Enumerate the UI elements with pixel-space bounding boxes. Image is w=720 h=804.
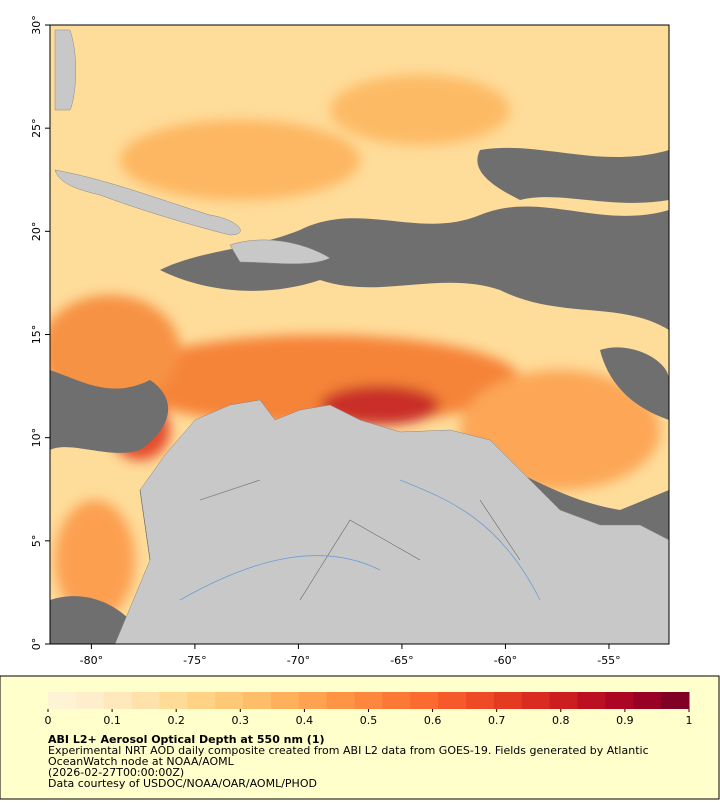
caption-line: Experimental NRT AOD daily composite cre…	[48, 744, 649, 757]
colorbar-cell	[131, 692, 160, 709]
colorbar-cell	[438, 692, 467, 709]
x-tick-label: -55°	[597, 654, 620, 667]
y-tick-label: 10°	[30, 428, 43, 448]
y-tick-label: 20°	[30, 222, 43, 242]
colorbar-cell	[326, 692, 356, 709]
colorbar-tick-label: 0	[45, 714, 52, 727]
caption-line: (2026-02-27T00:00:00Z)	[48, 766, 184, 779]
colorbar-cell	[493, 692, 523, 709]
x-tick-label: -65°	[390, 654, 413, 667]
colorbar-cell	[549, 692, 579, 709]
colorbar-tick-label: 0.5	[360, 714, 378, 727]
colorbar-tick-label: 0.8	[552, 714, 570, 727]
colorbar-cell	[243, 692, 272, 709]
colorbar-cell	[633, 692, 662, 709]
colorbar-cell	[382, 692, 411, 709]
colorbar-cell	[103, 692, 133, 709]
colorbar-tick-label: 0.6	[424, 714, 442, 727]
colorbar-cell	[521, 692, 551, 709]
map-image	[50, 25, 669, 644]
x-tick-label: -75°	[183, 654, 206, 667]
y-tick-label: 5°	[30, 535, 43, 548]
x-tick-label: -80°	[80, 654, 103, 667]
caption-line: Data courtesy of USDOC/NOAA/OAR/AOML/PHO…	[48, 777, 317, 790]
colorbar-tick-label: 0.9	[616, 714, 634, 727]
colorbar-cell	[577, 692, 606, 709]
colorbar-cell	[354, 692, 383, 709]
colorbar-cell	[215, 692, 244, 709]
colorbar-tick-label: 0.3	[232, 714, 250, 727]
colorbar-cell	[187, 692, 216, 709]
x-tick-label: -70°	[287, 654, 310, 667]
colorbar-cell	[466, 692, 495, 709]
y-tick-label: 15°	[30, 325, 43, 345]
y-tick-label: 0°	[30, 638, 43, 651]
colorbar-cell	[661, 692, 690, 709]
y-tick-label: 30°	[30, 15, 43, 35]
caption-line: OceanWatch node at NOAA/AOML	[48, 755, 235, 768]
colorbar-cell	[298, 692, 328, 709]
colorbar-tick-label: 0.4	[296, 714, 314, 727]
caption-title: ABI L2+ Aerosol Optical Depth at 550 nm …	[48, 733, 325, 746]
colorbar-cell	[270, 692, 300, 709]
colorbar-tick-label: 0.7	[488, 714, 506, 727]
colorbar-cell	[410, 692, 439, 709]
colorbar-tick-label: 0.2	[167, 714, 185, 727]
colorbar-cell	[605, 692, 634, 709]
colorbar-cell	[75, 692, 105, 709]
colorbar-cell	[159, 692, 188, 709]
colorbar-tick-label: 1	[686, 714, 693, 727]
colorbar-tick-label: 0.1	[103, 714, 121, 727]
y-tick-label: 25°	[30, 118, 43, 138]
x-tick-label: -60°	[494, 654, 517, 667]
colorbar-cell	[48, 692, 77, 709]
